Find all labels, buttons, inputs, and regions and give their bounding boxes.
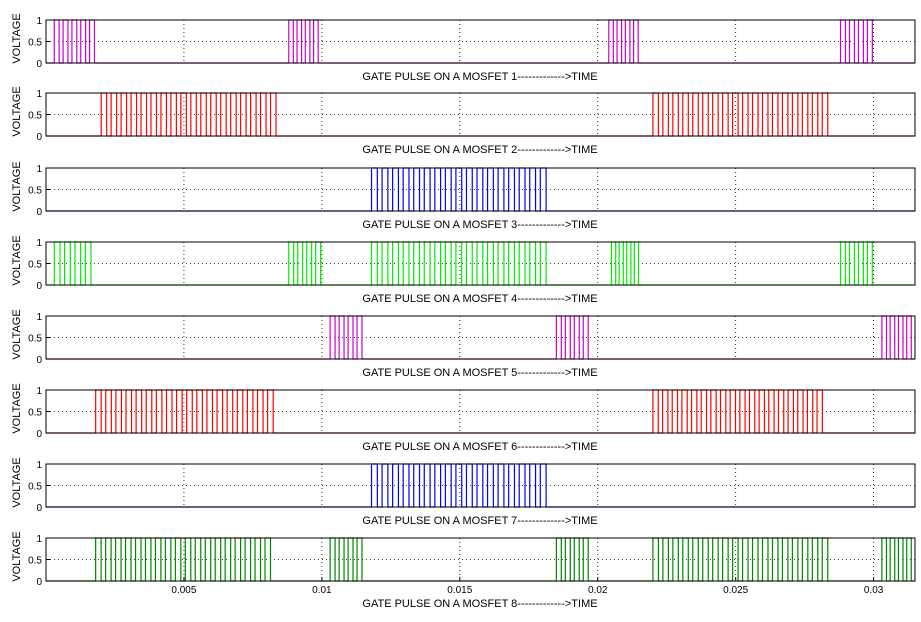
plot-frame [45, 241, 916, 286]
y-tick-label: 1 [36, 534, 42, 545]
x-axis-label: GATE PULSE ON A MOSFET 8------------->TI… [362, 598, 597, 610]
x-axis-label: GATE PULSE ON A MOSFET 3------------->TI… [362, 219, 597, 231]
y-tick-label: 0 [36, 503, 42, 514]
y-tick-label: 0 [36, 355, 42, 366]
x-axis-label: GATE PULSE ON A MOSFET 2------------->TI… [362, 144, 597, 156]
y-tick-label: 0 [36, 59, 42, 70]
y-tick-label: 0 [36, 429, 42, 440]
subplot-mosfet-8: 1 0.5 0 VOLTAGE 0.005 0.01 0.015 0.02 0.025 0.03 G… [11, 531, 916, 610]
y-axis-label: VOLTAGE [11, 531, 23, 581]
pulse-series-line [46, 315, 915, 360]
y-axis-label: VOLTAGE [11, 383, 23, 433]
x-tick-label: 0.02 [588, 585, 608, 596]
x-tick-label: 0.025 [723, 585, 748, 596]
y-tick-label: 1 [36, 89, 42, 100]
pulse-series-line [46, 463, 915, 508]
subplot-mosfet-6: 1 0.5 0 VOLTAGE GATE PULSE ON A MOSFET 6----… [11, 383, 916, 453]
plot-frame [45, 167, 916, 212]
plot-frame [45, 463, 916, 508]
y-tick-label: 1 [36, 460, 42, 471]
pulse-series-line [46, 92, 915, 137]
x-axis-label: GATE PULSE ON A MOSFET 6------------->TI… [362, 441, 597, 453]
y-tick-label: 0.5 [28, 556, 42, 567]
y-tick-label: 0 [36, 132, 42, 143]
y-axis-label: VOLTAGE [11, 235, 23, 285]
x-tick-label: 0.005 [171, 585, 196, 596]
y-tick-label: 0.5 [28, 408, 42, 419]
y-tick-label: 1 [36, 16, 42, 27]
plot-frame [45, 315, 916, 360]
y-tick-label: 1 [36, 312, 42, 323]
y-tick-label: 0 [36, 207, 42, 218]
pulse-series-line [46, 241, 915, 286]
x-axis-label: GATE PULSE ON A MOSFET 7------------->TI… [362, 515, 597, 527]
x-tick-label: 0.015 [447, 585, 472, 596]
y-axis-label: VOLTAGE [11, 86, 23, 136]
pulse-series-line [46, 389, 915, 434]
y-axis-label: VOLTAGE [11, 161, 23, 211]
subplot-mosfet-3: 1 0.5 0 VOLTAGE GATE PULSE ON A MOSFET 3----… [11, 161, 916, 231]
y-axis-label: VOLTAGE [11, 309, 23, 359]
subplot-mosfet-2: 1 0.5 0 VOLTAGE GATE PULSE ON A MOSFET 2----… [11, 86, 916, 156]
plot-frame [45, 19, 916, 64]
y-tick-label: 0.5 [28, 260, 42, 271]
y-tick-label: 0.5 [28, 38, 42, 49]
x-tick-label: 0.01 [312, 585, 332, 596]
y-axis-label: VOLTAGE [11, 457, 23, 507]
y-tick-label: 1 [36, 386, 42, 397]
y-tick-label: 1 [36, 238, 42, 249]
pulse-series-line [46, 19, 915, 64]
y-tick-label: 0.5 [28, 186, 42, 197]
x-axis-label: GATE PULSE ON A MOSFET 1------------->TI… [362, 71, 597, 83]
x-tick-label: 0.03 [864, 585, 884, 596]
plot-frame [45, 537, 916, 582]
x-axis-label: GATE PULSE ON A MOSFET 4------------->TI… [362, 293, 597, 305]
y-tick-label: 0 [36, 281, 42, 292]
subplot-mosfet-1: 1 0.5 0 VOLTAGE GATE PULSE ON A MOSFET 1----… [11, 13, 916, 83]
pulse-series-line [46, 167, 915, 212]
pulse-series-line [46, 537, 915, 582]
subplot-mosfet-5: 1 0.5 0 VOLTAGE GATE PULSE ON A MOSFET 5----… [11, 309, 916, 379]
subplot-mosfet-4: 1 0.5 0 VOLTAGE GATE PULSE ON A MOSFET 4----… [11, 235, 916, 305]
y-tick-label: 1 [36, 164, 42, 175]
y-tick-label: 0 [36, 577, 42, 588]
subplot-mosfet-7: 1 0.5 0 VOLTAGE GATE PULSE ON A MOSFET 7----… [11, 457, 916, 527]
y-axis-label: VOLTAGE [11, 13, 23, 63]
x-axis-label: GATE PULSE ON A MOSFET 5------------->TI… [362, 367, 597, 379]
y-tick-label: 0.5 [28, 111, 42, 122]
y-tick-label: 0.5 [28, 334, 42, 345]
y-tick-label: 0.5 [28, 482, 42, 493]
